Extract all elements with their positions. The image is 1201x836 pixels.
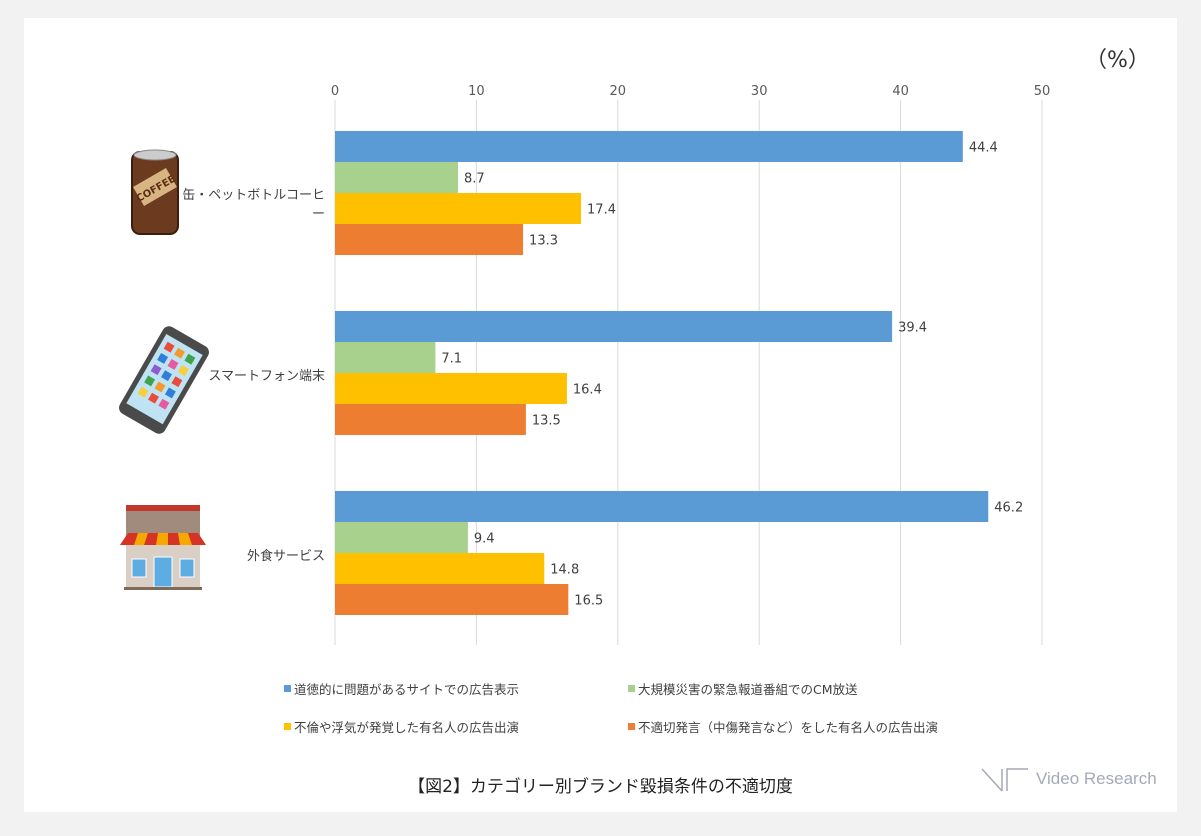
chart-title: 【図2】カテゴリー別ブランド毀損条件の不適切度 — [408, 777, 793, 797]
logo-mark-icon — [981, 768, 1028, 792]
bar — [335, 553, 545, 584]
legend-label: 不倫や浮気が発覚した有名人の広告出演 — [294, 720, 520, 735]
data-label: 46.2 — [994, 501, 1023, 516]
bar — [335, 404, 526, 435]
legend-label: 大規模災害の緊急報道番組でのCM放送 — [638, 682, 858, 697]
data-label: 9.4 — [474, 532, 495, 547]
coffee-can-icon: COFFEE — [131, 149, 179, 235]
bar — [335, 342, 436, 373]
bar — [335, 131, 963, 162]
legend-swatch — [628, 685, 635, 692]
bar — [335, 162, 459, 193]
legend-item-affair-celebrity: 不倫や浮気が発覚した有名人の広告出演 — [284, 717, 519, 736]
video-research-logo: Video Research — [980, 765, 1157, 793]
bar — [335, 491, 989, 522]
bar — [335, 193, 582, 224]
legend-item-unethical-site: 道徳的に問題があるサイトでの広告表示 — [284, 679, 519, 698]
category-label-restaurant: 外食サービス — [246, 549, 325, 564]
bar — [335, 373, 567, 404]
x-tick-label: 0 — [331, 84, 339, 99]
bar — [335, 522, 468, 553]
logo-text: Video Research — [1036, 769, 1157, 788]
restaurant-store-icon — [120, 505, 206, 590]
x-tick-label: 50 — [1034, 84, 1051, 99]
legend-label: 不適切発言（中傷発言など）をした有名人の広告出演 — [638, 720, 939, 735]
data-label: 14.8 — [550, 563, 579, 578]
legend-swatch — [628, 723, 635, 730]
smartphone-icon — [119, 326, 209, 434]
x-tick-label: 40 — [892, 84, 909, 99]
legend-label: 道徳的に問題があるサイトでの広告表示 — [294, 682, 520, 697]
legend-swatch — [284, 723, 291, 730]
data-label: 7.1 — [441, 352, 462, 367]
x-tick-label: 30 — [751, 84, 768, 99]
bar — [335, 584, 569, 615]
legend-swatch — [284, 685, 291, 692]
data-label: 16.4 — [573, 383, 602, 398]
legend-item-disaster-cm: 大規模災害の緊急報道番組でのCM放送 — [628, 679, 858, 698]
data-label: 39.4 — [898, 321, 927, 336]
bar — [335, 311, 893, 342]
data-label: 44.4 — [969, 141, 998, 156]
data-label: 13.3 — [529, 234, 558, 249]
data-label: 13.5 — [532, 414, 561, 429]
x-tick-label: 20 — [610, 84, 627, 99]
legend-item-inappropriate-remarks: 不適切発言（中傷発言など）をした有名人の広告出演 — [628, 717, 938, 736]
x-tick-label: 10 — [468, 84, 485, 99]
data-label: 8.7 — [464, 172, 485, 187]
bar — [335, 224, 524, 255]
unit-label: （%） — [1085, 48, 1150, 73]
data-label: 17.4 — [587, 203, 616, 218]
category-label-coffee: 缶・ペットボトルコーヒー — [182, 188, 325, 222]
data-label: 16.5 — [574, 594, 603, 609]
category-label-smartphone: スマートフォン端末 — [208, 369, 325, 384]
